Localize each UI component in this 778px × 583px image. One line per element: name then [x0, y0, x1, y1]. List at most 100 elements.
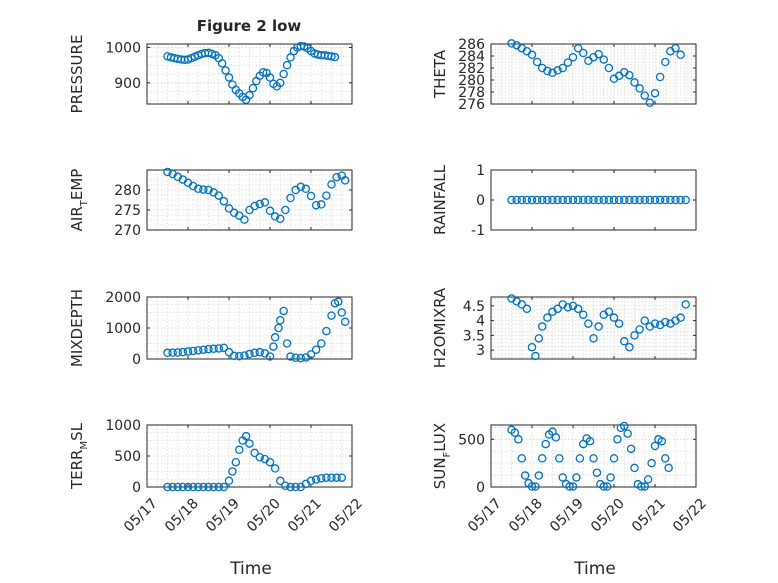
y-tick-label: 4.5 [463, 299, 485, 315]
data-point [650, 88, 660, 98]
data-point [224, 204, 234, 213]
data-point [609, 454, 619, 463]
data-point [594, 49, 603, 59]
data-point [275, 78, 285, 88]
data-point [193, 482, 203, 492]
data-point [594, 322, 603, 331]
data-point [322, 191, 331, 200]
data-point [579, 310, 588, 319]
data-point [286, 482, 295, 492]
y-tick-label: -1 [471, 223, 485, 239]
data-point [282, 339, 292, 348]
data-point [584, 319, 593, 328]
data-point [173, 482, 182, 492]
data-point [322, 326, 331, 336]
data-point [296, 182, 305, 192]
data-point [275, 214, 285, 224]
data-point [645, 98, 655, 108]
data-point [664, 463, 673, 473]
data-point [517, 300, 527, 309]
data-point [551, 433, 561, 442]
data-point [630, 463, 639, 473]
data-point [193, 184, 203, 194]
data-point [270, 212, 280, 221]
data-point [240, 351, 249, 360]
data-point [630, 78, 639, 87]
data-point [531, 482, 540, 491]
data-point [565, 482, 574, 491]
data-point [327, 311, 336, 320]
data-point [270, 333, 280, 342]
y-tick-label: 275 [114, 203, 141, 219]
data-point [512, 195, 521, 205]
data-point [604, 195, 614, 205]
data-point [655, 195, 665, 205]
axes-frame [146, 43, 353, 105]
data-point [209, 482, 218, 492]
data-point [676, 195, 685, 205]
data-point [655, 72, 665, 82]
data-point [163, 348, 172, 358]
data-point [168, 482, 177, 492]
data-point [260, 198, 270, 207]
data-point [589, 454, 598, 463]
data-point [204, 344, 213, 354]
data-point [671, 195, 680, 205]
data-point [637, 482, 646, 491]
data-point [661, 57, 670, 67]
data-point [585, 436, 595, 446]
y-tick-label: 0 [132, 480, 141, 496]
data-point [630, 195, 639, 205]
y-tick-label: 0 [132, 352, 141, 368]
data-point [265, 457, 275, 467]
data-point [204, 185, 213, 195]
data-point [563, 58, 573, 67]
data-point [657, 436, 667, 446]
data-point [219, 196, 229, 206]
data-point [650, 319, 660, 328]
data-point [173, 348, 182, 357]
data-point [625, 195, 634, 205]
data-point [517, 195, 527, 205]
data-point [214, 191, 223, 200]
data-point [250, 348, 259, 358]
data-point [209, 344, 218, 354]
data-point [286, 352, 295, 361]
data-point [625, 70, 634, 80]
data-point [255, 347, 264, 357]
data-point [527, 482, 537, 491]
data-point [221, 66, 230, 75]
data-point [640, 91, 650, 100]
data-point [188, 482, 198, 492]
data-point [311, 345, 321, 354]
data-point [661, 195, 670, 205]
data-point [245, 205, 254, 215]
data-point [265, 73, 275, 82]
data-point [219, 343, 229, 353]
data-point [214, 344, 223, 353]
y-tick-label: 900 [114, 76, 141, 92]
data-point [666, 195, 675, 205]
data-point [327, 52, 336, 61]
data-point [316, 339, 326, 348]
data-point [265, 352, 275, 361]
data-point [245, 90, 254, 100]
y-axis-label: PRESSURE [68, 35, 86, 114]
data-point [548, 195, 557, 205]
y-tick-label: 1000 [105, 321, 141, 337]
axes-background [490, 169, 697, 231]
data-point [630, 331, 639, 340]
data-point [594, 195, 603, 205]
data-point [234, 445, 244, 455]
data-point [541, 439, 550, 449]
y-axis-label: MIXDEPTH [68, 289, 86, 367]
y-tick-label: 280 [458, 73, 485, 89]
y-axis-label: AIRTEMP [68, 169, 90, 232]
data-point [269, 342, 278, 351]
data-point [507, 195, 516, 205]
data-point [558, 195, 568, 205]
data-point [572, 473, 581, 482]
data-point [614, 195, 624, 205]
data-point [217, 59, 227, 68]
